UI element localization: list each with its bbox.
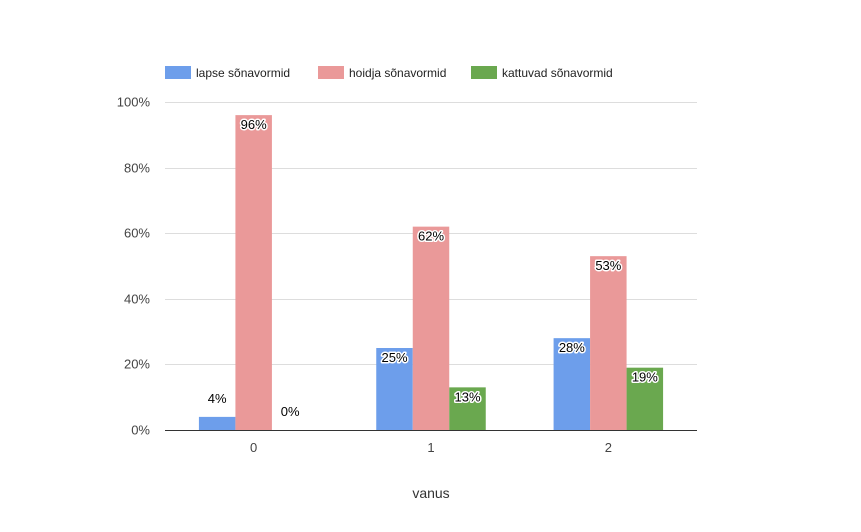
data-labels: 4% 96% 0% 25% 62% 13% 28% 53% 19%: [206, 116, 660, 421]
bar-lapse-sõnavormid-0: [198, 416, 236, 430]
bar-lapse-sõnavormid-2: [553, 338, 591, 430]
y-tick-label: 80%: [124, 161, 150, 176]
x-tick-label: 2: [605, 440, 612, 455]
y-tick-label: 100%: [117, 95, 151, 110]
bars: [198, 115, 664, 431]
x-axis-title: vanus: [412, 485, 449, 501]
bar-lapse-sõnavormid-1: [376, 348, 413, 430]
bar-kattuvad-sõnavormid-2: [626, 367, 664, 430]
legend-label: kattuvad sõnavormid: [502, 66, 613, 80]
x-tick-label: 1: [427, 440, 434, 455]
y-tick-label: 0%: [131, 423, 150, 438]
data-label: 96%: [241, 117, 267, 132]
y-tick-label: 20%: [124, 357, 150, 372]
y-tick-label: 60%: [124, 226, 150, 241]
data-label: 28%: [559, 340, 585, 355]
x-axis-ticks: 0 1 2: [250, 440, 612, 455]
y-axis-ticks: 0% 20% 40% 60% 80% 100%: [117, 95, 151, 438]
legend-swatch: [165, 66, 191, 79]
data-label: 0%: [281, 404, 300, 419]
bar-hoidja-sõnavormid-0: [235, 115, 272, 431]
data-label: 25%: [381, 350, 407, 365]
legend-swatch: [471, 66, 497, 79]
y-tick-label: 40%: [124, 292, 150, 307]
legend: lapse sõnavormid hoidja sõnavormid kattuva…: [165, 66, 613, 80]
data-label: 19%: [632, 370, 658, 385]
bar-kattuvad-sõnavormid-1: [449, 387, 486, 430]
data-label: 4%: [208, 391, 227, 406]
legend-label: hoidja sõnavormid: [349, 66, 446, 80]
legend-swatch: [318, 66, 344, 79]
bar-hoidja-sõnavormid-1: [412, 226, 450, 430]
data-label: 13%: [454, 389, 480, 404]
legend-label: lapse sõnavormid: [196, 66, 290, 80]
data-label: 62%: [418, 229, 444, 244]
bar-hoidja-sõnavormid-2: [590, 256, 627, 430]
data-label: 53%: [595, 258, 621, 273]
x-tick-label: 0: [250, 440, 257, 455]
